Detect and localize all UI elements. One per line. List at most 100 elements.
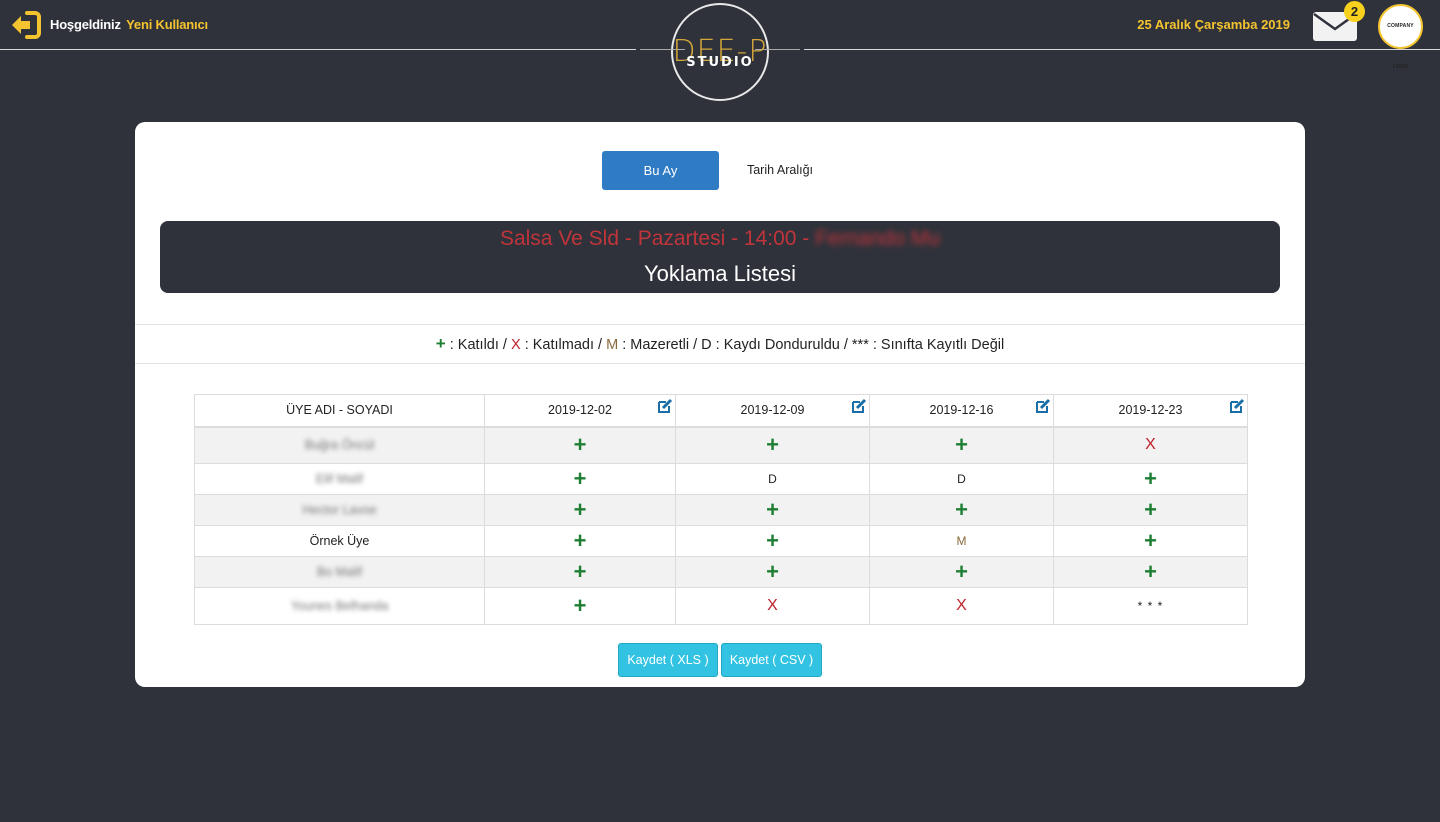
- studio-logo[interactable]: DEE-P STUDIO: [636, 0, 804, 104]
- edit-icon[interactable]: [657, 398, 673, 414]
- frozen-mark: D: [957, 472, 966, 486]
- table-row: Hector Lavoe + + + +: [194, 494, 1248, 526]
- logout-arrow-icon[interactable]: [10, 10, 42, 40]
- attended-mark: +: [1144, 466, 1157, 491]
- attended-mark: +: [573, 432, 587, 458]
- attendance-table-body: Buğra Öncül + + + X Elif Malif + D D + Hector Lavo…: [194, 426, 1248, 625]
- instructor-name: Fernando Mu: [815, 227, 941, 250]
- legend-attended-text: : Katıldı /: [449, 337, 507, 353]
- member-name[interactable]: Bo Malif: [316, 565, 363, 579]
- member-name[interactable]: Hector Lavoe: [302, 503, 377, 517]
- attendance-cell[interactable]: +: [484, 463, 676, 495]
- attended-mark: +: [573, 559, 587, 584]
- attendance-cell[interactable]: +: [869, 494, 1054, 526]
- class-name: Salsa Ve Sld - Pazartesi - 14:00 -: [499, 227, 810, 250]
- attended-mark: +: [573, 593, 587, 618]
- member-name[interactable]: Younes Belhanda: [290, 599, 389, 613]
- attendance-cell[interactable]: +: [675, 525, 870, 557]
- attended-mark: +: [573, 466, 587, 491]
- attendance-cell[interactable]: D: [675, 463, 870, 495]
- date-column-header: 2019-12-09: [675, 394, 870, 428]
- table-row: Buğra Öncül + + + X: [194, 426, 1248, 464]
- member-name-cell: Bo Malif: [194, 556, 485, 588]
- attendance-cell[interactable]: X: [675, 587, 870, 625]
- attended-mark: +: [766, 432, 779, 458]
- table-row: Younes Belhanda + X X * * *: [194, 587, 1248, 625]
- member-name-header: ÜYE ADI - SOYADI: [194, 394, 485, 428]
- attendance-cell[interactable]: D: [869, 463, 1054, 495]
- attendance-cell[interactable]: +: [675, 426, 870, 464]
- not-enrolled-mark: * * *: [1137, 599, 1164, 613]
- page-title: Yoklama Listesi: [643, 261, 797, 286]
- tab-this-month[interactable]: Bu Ay: [602, 151, 719, 190]
- attendance-cell[interactable]: +: [484, 587, 676, 625]
- edit-icon[interactable]: [1229, 398, 1245, 414]
- logo-line-left: [640, 49, 685, 50]
- logo-line-right: [755, 49, 800, 50]
- attendance-cell[interactable]: M: [869, 525, 1054, 557]
- member-name[interactable]: Örnek Üye: [309, 534, 370, 548]
- absent-mark: X: [1145, 436, 1156, 454]
- edit-icon[interactable]: [1035, 398, 1051, 414]
- member-name-cell: Hector Lavoe: [194, 494, 485, 526]
- class-info-line: Salsa Ve Sld - Pazartesi - 14:00 - Ferna…: [160, 227, 1280, 251]
- attended-mark: +: [766, 559, 779, 584]
- attendance-cell[interactable]: +: [484, 556, 676, 588]
- attendance-cell[interactable]: +: [484, 426, 676, 464]
- attendance-cell[interactable]: * * *: [1053, 587, 1248, 625]
- member-name[interactable]: Buğra Öncül: [304, 438, 375, 453]
- attendance-cell[interactable]: +: [484, 525, 676, 557]
- attended-mark: +: [1144, 497, 1157, 522]
- frozen-mark: D: [768, 472, 777, 486]
- legend-absent-symbol: X: [510, 337, 521, 353]
- member-name-cell: Örnek Üye: [194, 525, 485, 557]
- date-label: 2019-12-16: [929, 403, 994, 418]
- attendance-cell[interactable]: +: [484, 494, 676, 526]
- user-name[interactable]: Yeni Kullanıcı: [126, 17, 208, 32]
- table-row: Bo Malif + + + +: [194, 556, 1248, 588]
- attendance-cell[interactable]: +: [1053, 463, 1248, 495]
- save-csv-button[interactable]: Kaydet ( CSV ): [721, 643, 822, 677]
- date-column-header: 2019-12-02: [484, 394, 676, 428]
- attendance-cell[interactable]: X: [869, 587, 1054, 625]
- logo-circle: [671, 3, 769, 101]
- legend-absent-text: : Katılmadı /: [524, 337, 603, 353]
- attended-mark: +: [573, 528, 587, 553]
- table-row: Elif Malif + D D +: [194, 463, 1248, 495]
- attendance-cell[interactable]: +: [1053, 525, 1248, 557]
- table-header-row: ÜYE ADI - SOYADI 2019-12-02 2019-12-09 2…: [194, 394, 1248, 428]
- attended-mark: +: [573, 497, 587, 522]
- attendance-cell[interactable]: +: [1053, 556, 1248, 588]
- edit-icon[interactable]: [851, 398, 867, 414]
- member-name-cell: Younes Belhanda: [194, 587, 485, 625]
- logo-text-bottom: STUDIO: [686, 55, 754, 70]
- save-xls-button[interactable]: Kaydet ( XLS ): [618, 643, 718, 677]
- member-name[interactable]: Elif Malif: [315, 472, 364, 486]
- attended-mark: +: [766, 497, 779, 522]
- attendance-cell[interactable]: X: [1053, 426, 1248, 464]
- date-label: 2019-12-23: [1118, 403, 1183, 418]
- attendance-cell[interactable]: +: [869, 556, 1054, 588]
- logo-text-top: DEE-P: [672, 34, 768, 69]
- table-row: Örnek Üye + + M +: [194, 525, 1248, 557]
- attendance-legend: + : Katıldı / X : Katılmadı / M : Mazere…: [135, 324, 1305, 364]
- attendance-cell[interactable]: +: [675, 556, 870, 588]
- attendance-table: ÜYE ADI - SOYADI 2019-12-02 2019-12-09 2…: [194, 394, 1248, 625]
- welcome-message: Hoşgeldiniz Yeni Kullanıcı: [50, 17, 208, 32]
- legend-rest-text: : Mazeretli / D : Kaydı Donduruldu / ***…: [622, 337, 1005, 353]
- attendance-cell[interactable]: +: [675, 494, 870, 526]
- date-label: 2019-12-02: [548, 403, 612, 418]
- attendance-cell[interactable]: +: [1053, 494, 1248, 526]
- attendance-cell[interactable]: +: [869, 426, 1054, 464]
- attendance-card: Bu Ay Tarih Aralığı Salsa Ve Sld - Pazar…: [135, 122, 1305, 687]
- class-title-box: Salsa Ve Sld - Pazartesi - 14:00 - Ferna…: [160, 221, 1280, 293]
- tab-date-range[interactable]: Tarih Aralığı: [746, 163, 813, 177]
- legend-excused-symbol: M: [606, 337, 619, 353]
- member-name-cell: Buğra Öncül: [194, 426, 485, 464]
- attended-mark: +: [766, 528, 779, 553]
- top-bar: Hoşgeldiniz Yeni Kullanıcı 25 Aralık Çar…: [0, 0, 1440, 70]
- current-date: 25 Aralık Çarşamba 2019: [1137, 17, 1290, 32]
- attended-mark: +: [955, 497, 968, 522]
- absent-mark: X: [767, 597, 778, 614]
- company-logo[interactable]: COMPANY LOGO: [1378, 4, 1423, 70]
